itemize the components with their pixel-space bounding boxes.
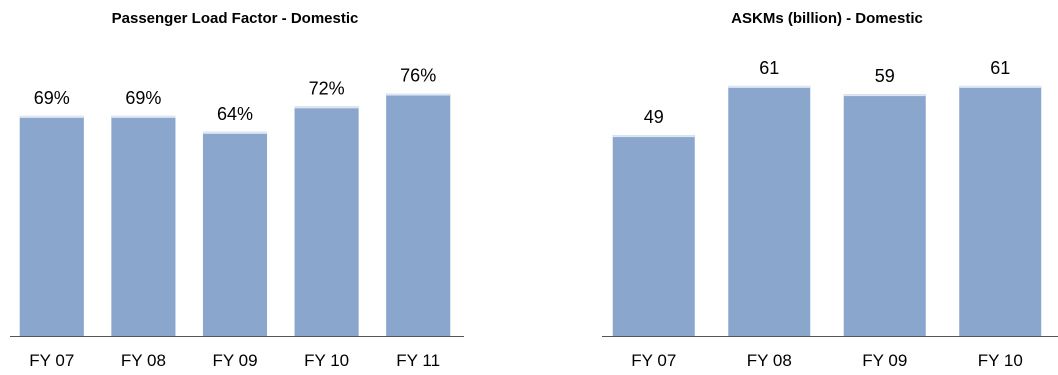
data-label: 76% — [400, 66, 436, 86]
bar — [843, 94, 926, 336]
bar — [959, 85, 1042, 337]
x-tick-label: FY 08 — [121, 351, 166, 370]
load-factor-chart: Passenger Load Factor - Domestic 69% FY 0… — [0, 0, 470, 375]
x-tick-label: FY 11 — [396, 351, 440, 370]
x-tick-label: FY 10 — [978, 351, 1023, 370]
x-tick-label: FY 07 — [29, 351, 74, 370]
x-tick-label: FY 10 — [304, 351, 349, 370]
bar — [202, 131, 268, 336]
chart-title: Passenger Load Factor - Domestic — [111, 10, 359, 27]
x-tick-label: FY 07 — [631, 351, 676, 370]
bar — [612, 135, 695, 336]
bar-highlight — [612, 135, 695, 138]
data-label: 61 — [990, 58, 1010, 78]
bar-highlight — [386, 93, 451, 96]
askm-plot: 49 FY 07 61 FY 08 59 FY 09 61 FY 10 — [602, 58, 1058, 370]
bar-highlight — [202, 131, 268, 134]
askm-chart: ASKMs (billion) - Domestic 49 FY 07 61 FY 0… — [596, 0, 1058, 375]
bar — [19, 115, 84, 336]
data-label: 69% — [34, 88, 70, 108]
bar — [386, 93, 451, 336]
data-label: 64% — [217, 104, 253, 124]
bar-highlight — [959, 85, 1042, 88]
data-label: 49 — [644, 107, 664, 127]
x-tick-label: FY 08 — [747, 351, 792, 370]
bar-highlight — [843, 94, 926, 97]
bar-highlight — [728, 85, 811, 88]
bar — [294, 106, 359, 336]
data-label: 61 — [759, 58, 779, 78]
bar-highlight — [19, 115, 84, 118]
bar-highlight — [111, 115, 176, 118]
bar — [728, 85, 811, 337]
data-label: 72% — [309, 78, 345, 98]
data-label: 59 — [875, 66, 895, 86]
bar — [111, 115, 176, 336]
bar-highlight — [294, 106, 359, 109]
x-tick-label: FY 09 — [862, 351, 907, 370]
load-factor-plot: 69% FY 07 69% FY 08 64% FY 09 72% FY 10 76% FY 11 — [10, 66, 464, 370]
chart-title: ASKMs (billion) - Domestic — [731, 10, 923, 27]
data-label: 69% — [125, 88, 161, 108]
x-tick-label: FY 09 — [212, 351, 257, 370]
